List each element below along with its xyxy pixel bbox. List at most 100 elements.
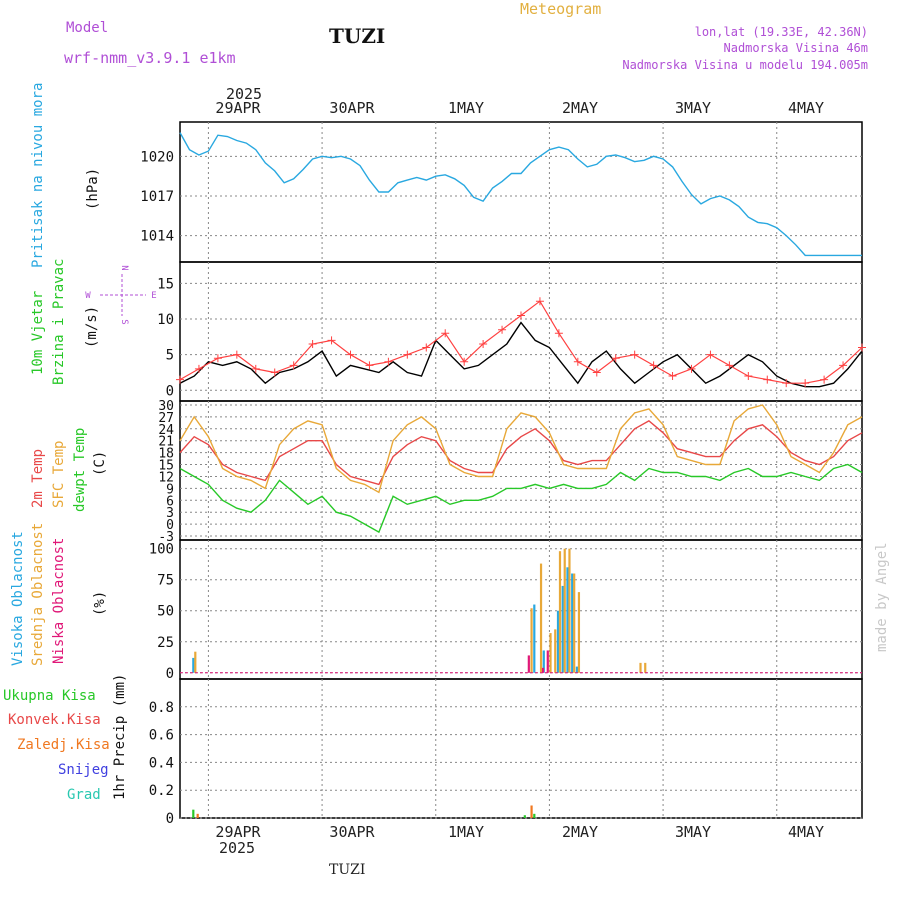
gust-marker — [801, 379, 810, 388]
series-line — [179, 132, 862, 257]
gust-marker — [365, 361, 374, 370]
bar-mark — [192, 809, 195, 818]
bar-mark — [554, 629, 557, 673]
gust-marker — [194, 364, 203, 373]
snow-label: Snijeg — [58, 762, 109, 778]
gust-marker — [839, 361, 848, 370]
gust-marker — [535, 297, 544, 306]
precip-unit-label: 1hr Precip (mm) — [112, 674, 128, 800]
bar-mark — [194, 651, 197, 673]
y-tick-label: 9 — [166, 482, 174, 497]
wind-unit-label: (m/s) — [84, 306, 100, 348]
y-tick-label: 18 — [158, 447, 174, 462]
hail-label: Grad — [67, 787, 101, 803]
y-tick-label: 5 — [166, 348, 174, 364]
axis-ticks: 101410171020051015-303691215182124273002… — [140, 149, 174, 827]
panel-frame-2 — [179, 400, 863, 541]
precip-total-label: Ukupna Kisa — [3, 688, 96, 704]
gust-marker — [384, 357, 393, 366]
gust-marker — [725, 361, 734, 370]
footer-title: TUZI — [329, 862, 366, 878]
precip-frozen-label: Zaledj.Kisa — [17, 737, 110, 753]
bar-mark — [530, 805, 533, 818]
y-tick-label: 15 — [158, 459, 174, 474]
t2m-label: 2m Temp — [30, 449, 46, 508]
gust-marker — [517, 311, 525, 320]
gust-marker — [858, 343, 866, 352]
compass-n: N — [119, 265, 129, 270]
bottom-date-29apr: 29APR — [215, 823, 261, 841]
bar-mark — [577, 592, 581, 673]
y-tick-label: 21 — [158, 435, 174, 450]
gust-marker — [346, 350, 355, 359]
bar-mark — [558, 551, 562, 673]
bar-mark — [566, 567, 569, 673]
wind-series-label-2: Brzina i Pravac — [51, 259, 67, 385]
y-tick-label: 27 — [158, 411, 174, 426]
y-tick-label: 0 — [166, 666, 174, 682]
compass-e: E — [151, 291, 156, 301]
y-tick-label: 1017 — [140, 189, 174, 205]
bar-mark — [530, 608, 533, 673]
mid-cloud-label: Srednja Oblacnost — [30, 523, 46, 666]
cloud-unit-label: (%) — [92, 591, 108, 616]
bar-mark — [575, 666, 579, 673]
bar-mark — [527, 655, 530, 673]
gust-marker — [554, 329, 563, 338]
gust-marker — [270, 368, 279, 377]
y-tick-label: 6 — [166, 494, 174, 509]
bar-mark — [563, 548, 566, 673]
gust-marker — [630, 350, 639, 359]
y-tick-label: 25 — [157, 635, 174, 651]
gust-marker — [460, 357, 469, 366]
model-elevation-label: Nadmorska Visina u modelu 194.005m — [622, 58, 868, 72]
y-tick-label: 24 — [158, 423, 174, 438]
gust-marker — [611, 354, 620, 363]
gust-marker — [479, 339, 488, 348]
y-tick-label: 75 — [157, 573, 174, 589]
top-date-29apr: 29APR — [215, 99, 261, 117]
chart-marks — [176, 132, 866, 818]
gust-marker — [820, 375, 829, 384]
gust-marker — [668, 372, 677, 381]
y-tick-label: 50 — [157, 604, 174, 620]
y-tick-label: 12 — [158, 470, 174, 485]
gust-marker — [403, 350, 412, 359]
sfc-temp-label: SFC Temp — [51, 441, 67, 508]
model-name: wrf-nmm_v3.9.1 e1km — [64, 49, 236, 67]
panel-frames — [179, 121, 863, 819]
pressure-unit-label: (hPa) — [85, 168, 101, 210]
meteogram-label: Meteogram — [520, 0, 602, 18]
gust-marker — [441, 329, 450, 338]
y-tick-label: 100 — [149, 542, 174, 558]
gust-marker — [592, 368, 601, 377]
bar-mark — [539, 563, 543, 673]
gust-marker — [573, 357, 582, 366]
bottom-date-3may: 3MAY — [675, 823, 711, 841]
bar-mark — [561, 585, 564, 673]
bar-mark — [571, 573, 574, 673]
y-tick-label: 1014 — [140, 229, 174, 245]
gust-marker — [498, 325, 507, 334]
gust-marker — [687, 364, 696, 373]
panel-frame-4 — [179, 678, 863, 819]
lonlat-label: lon,lat (19.33E, 42.36N) — [694, 25, 868, 39]
bar-mark — [639, 662, 642, 673]
gust-marker — [422, 343, 431, 352]
page-title: TUZI — [329, 24, 386, 48]
y-tick-label: 0.2 — [149, 783, 174, 799]
gust-marker — [176, 375, 184, 384]
y-tick-label: 1020 — [140, 149, 174, 165]
y-tick-label: 0.4 — [149, 755, 174, 771]
temp-unit-label: (C) — [92, 451, 108, 476]
panel-frame-0 — [179, 121, 863, 263]
watermark: made by Angel — [874, 542, 890, 652]
y-tick-label: 15 — [157, 276, 174, 292]
bar-mark — [533, 604, 536, 673]
gust-marker — [763, 375, 772, 384]
grid-lines — [180, 122, 862, 819]
gust-marker — [232, 350, 241, 359]
bar-mark — [549, 633, 552, 673]
bar-mark — [196, 813, 199, 818]
high-cloud-label: Visoka Oblacnost — [10, 531, 26, 666]
